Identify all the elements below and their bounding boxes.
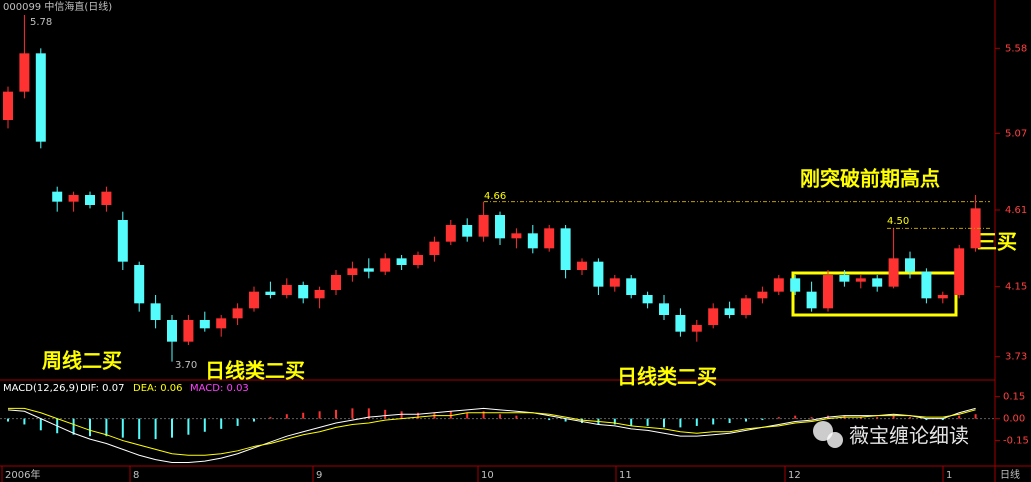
candle-body [855,278,866,282]
y-tick-label: 5.07 [1005,128,1027,139]
candle-body [577,261,587,270]
candle-body [52,191,63,202]
candle-body [478,215,489,237]
annotation: 日线类二买 [617,365,717,389]
candle-body [708,308,719,325]
candle-body [167,320,177,342]
candle-body [150,303,161,320]
candle-body [413,255,423,265]
y2-tick-label: -0.15 [1003,436,1029,447]
candle-body [35,53,46,142]
macd-dea: DEA: 0.06 [133,383,183,394]
candle-body [691,325,702,332]
candle-body [101,191,112,205]
candle-body [265,291,276,295]
candle-body [823,275,833,309]
annotation: 刚突破前期高点 [800,167,940,191]
candle-body [314,290,325,299]
watermark: 薇宝缠论细读 [849,424,969,448]
candle-body [281,285,292,295]
candle-body [560,228,571,270]
price-label: 4.50 [887,216,909,227]
annotation: 日线类二买 [205,359,305,383]
x-tick-label: 1 [946,470,952,481]
candle-body [921,271,932,299]
y-tick-label: 3.73 [1005,352,1027,363]
x-tick-label: 10 [481,470,494,481]
candle-body [642,295,653,304]
watermark-icon [827,432,843,448]
candle-body [954,248,965,295]
price-label: 4.66 [484,191,506,202]
candle-body [85,195,95,205]
macd-value: MACD: 0.03 [190,383,249,394]
x-tick-label: 12 [788,470,801,481]
candle-body [659,303,669,315]
candle-body [872,278,883,287]
candle-body [429,241,440,255]
candle-body [216,318,227,329]
candle-body [905,258,915,272]
candle-body [249,291,259,309]
dif-line [7,407,976,464]
candle-body [675,315,686,332]
candle-body [3,91,13,120]
candle-body [232,308,243,319]
candle-body [347,268,358,275]
candle-body [757,291,768,299]
macd-name: MACD(12,26,9) [3,383,79,394]
candle-body [790,278,801,292]
candle-body [134,265,145,304]
candle-body [511,233,522,239]
price-label: 5.78 [30,17,52,28]
candle-body [888,258,899,287]
x-tick-label: 8 [133,470,139,481]
candle-body [331,275,341,290]
x-tick-label: 2006年 [5,468,40,481]
dea-line [8,407,976,456]
x-tick-label: 11 [619,470,632,481]
chart-title: 000099 中信海直(日线) [3,0,112,13]
candle-body [609,278,620,287]
candle-body [839,275,850,282]
y-tick-label: 4.15 [1005,282,1027,293]
x-tick-label: 9 [316,470,322,481]
candle-body [773,278,784,292]
candle-body [183,320,194,342]
candle-body [806,291,817,309]
candle-body [593,261,604,287]
macd-dif: DIF: 0.07 [80,383,124,394]
candle-body [68,195,79,202]
annotation: 三买 [977,230,1017,254]
price-label: 3.70 [175,360,197,371]
candle-body [445,225,456,242]
candle-body [495,215,505,239]
candle-body [380,258,391,272]
candle-body [19,53,30,92]
y2-tick-label: 0.00 [1003,414,1025,425]
candle-body [741,298,751,315]
candle-body [117,220,128,262]
candle-body [626,278,637,295]
y2-tick-label: 0.15 [1003,392,1025,403]
candle-body [527,233,538,249]
candle-body [544,228,555,249]
candle-body [937,295,948,299]
candle-body [970,208,981,249]
candle-body [396,258,407,265]
annotation: 周线二买 [42,349,122,373]
candle-body [199,320,210,329]
y-tick-label: 5.58 [1005,43,1027,54]
candle-body [724,308,735,315]
y-tick-label: 4.61 [1005,205,1027,216]
candle-body [363,268,374,272]
period-label: 日线 [1000,468,1020,481]
watermark-icon [813,421,833,441]
candle-body [298,285,309,299]
candle-body [462,225,473,237]
